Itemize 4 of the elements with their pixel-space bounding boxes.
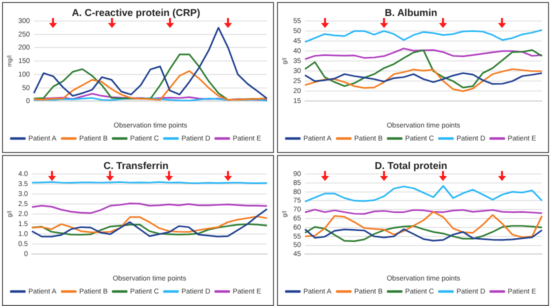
chart-title: A. C-reactive protein (CRP) — [72, 8, 200, 19]
chart-title: B. Albumin — [384, 8, 438, 19]
chart-title: D. Total protein — [374, 160, 448, 172]
chart-title: C. Transferrin — [103, 160, 169, 172]
